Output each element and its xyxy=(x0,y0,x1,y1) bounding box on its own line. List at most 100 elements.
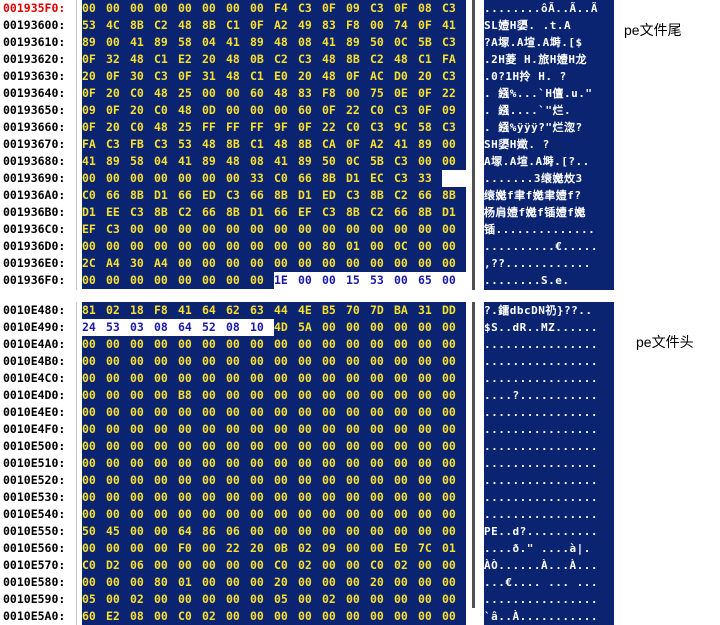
hex-byte[interactable]: 00 xyxy=(274,255,298,272)
hex-byte[interactable]: 00 xyxy=(346,319,370,336)
hex-byte[interactable]: C3 xyxy=(442,68,466,85)
hex-byte[interactable]: C3 xyxy=(298,51,322,68)
hex-byte[interactable]: 00 xyxy=(250,221,274,238)
hex-row[interactable]: 00 00 00 00 00 00 00 00 00 00 00 00 00 00 00 00 xyxy=(82,455,466,472)
hex-byte[interactable]: 00 xyxy=(202,540,226,557)
hex-byte[interactable]: 00 xyxy=(226,591,250,608)
hex-byte[interactable]: 48 xyxy=(274,85,298,102)
hex-byte[interactable]: 7C xyxy=(418,540,442,557)
hex-byte[interactable]: 00 xyxy=(298,353,322,370)
hex-byte[interactable]: 00 xyxy=(202,353,226,370)
hex-row[interactable]: D1 EE C3 8B C2 66 8B D1 66 EF C3 8B C2 66 8B D1 xyxy=(82,204,466,221)
hex-byte[interactable]: D1 xyxy=(154,187,178,204)
hex-byte[interactable]: 7D xyxy=(370,302,394,319)
hex-byte[interactable]: 45 xyxy=(106,523,130,540)
hex-byte[interactable]: C0 xyxy=(154,102,178,119)
hex-byte[interactable]: FA xyxy=(442,51,466,68)
hex-byte[interactable]: 8B xyxy=(154,204,178,221)
hex-byte[interactable]: 00 xyxy=(226,455,250,472)
hex-byte[interactable]: 00 xyxy=(130,370,154,387)
hex-byte[interactable]: 48 xyxy=(226,68,250,85)
hex-byte[interactable]: 02 xyxy=(202,608,226,625)
hex-byte[interactable]: 0F xyxy=(418,102,442,119)
hex-byte[interactable]: 8B xyxy=(130,187,154,204)
hex-byte[interactable]: 00 xyxy=(82,370,106,387)
hex-byte[interactable]: 00 xyxy=(82,387,106,404)
hex-byte[interactable]: 00 xyxy=(154,221,178,238)
hex-byte[interactable]: 00 xyxy=(370,591,394,608)
hex-byte[interactable]: 83 xyxy=(322,17,346,34)
hex-byte[interactable]: 00 xyxy=(250,272,274,289)
hex-byte[interactable]: 00 xyxy=(274,608,298,625)
hex-byte[interactable]: 05 xyxy=(274,591,298,608)
ascii-row[interactable]: ....ð." ....à|. xyxy=(484,540,614,557)
hex-byte[interactable]: 00 xyxy=(442,238,466,255)
ascii-row[interactable]: .......3缞嬔炇3 xyxy=(484,170,614,187)
hex-byte[interactable]: 00 xyxy=(154,489,178,506)
hex-byte[interactable]: 00 xyxy=(418,608,442,625)
hex-byte[interactable]: 00 xyxy=(322,506,346,523)
hex-byte[interactable]: 00 xyxy=(106,591,130,608)
hex-byte[interactable]: 89 xyxy=(250,34,274,51)
hex-byte[interactable]: 80 xyxy=(154,574,178,591)
hex-byte[interactable]: 00 xyxy=(82,438,106,455)
hex-byte[interactable]: 00 xyxy=(130,336,154,353)
hex-byte[interactable]: F8 xyxy=(154,302,178,319)
hex-byte[interactable]: 00 xyxy=(346,221,370,238)
hex-byte[interactable]: 00 xyxy=(274,438,298,455)
hex-byte[interactable]: 00 xyxy=(130,540,154,557)
hex-byte[interactable]: 00 xyxy=(418,336,442,353)
hex-byte[interactable]: 00 xyxy=(106,272,130,289)
hex-byte[interactable]: 48 xyxy=(154,119,178,136)
hex-byte[interactable]: 00 xyxy=(322,319,346,336)
ascii-row[interactable]: ................ xyxy=(484,472,614,489)
hex-byte-column[interactable]: 81 02 18 F8 41 64 62 63 44 4E B5 70 7D BA 31 DD 24 53 03 08… xyxy=(82,302,466,625)
hex-byte[interactable]: 00 xyxy=(274,387,298,404)
hex-byte[interactable]: 8B xyxy=(322,170,346,187)
hex-byte[interactable]: 00 xyxy=(346,574,370,591)
hex-byte[interactable]: 00 xyxy=(226,85,250,102)
hex-byte[interactable]: 00 xyxy=(202,238,226,255)
hex-byte[interactable]: 20 xyxy=(370,574,394,591)
hex-byte[interactable]: 00 xyxy=(226,608,250,625)
hex-byte[interactable]: 65 xyxy=(418,272,442,289)
hex-byte[interactable]: 00 xyxy=(154,170,178,187)
hex-byte[interactable]: 44 xyxy=(274,302,298,319)
hex-byte[interactable]: C3 xyxy=(394,170,418,187)
hex-byte[interactable]: 00 xyxy=(154,523,178,540)
hex-byte[interactable]: C0 xyxy=(82,557,106,574)
hex-byte[interactable]: 22 xyxy=(346,102,370,119)
hex-byte[interactable]: E0 xyxy=(274,68,298,85)
hex-byte[interactable]: 00 xyxy=(178,506,202,523)
hex-byte[interactable]: 00 xyxy=(322,574,346,591)
hex-byte[interactable]: 00 xyxy=(322,387,346,404)
hex-byte[interactable]: 15 xyxy=(346,272,370,289)
ascii-row[interactable]: PE..d?.......... xyxy=(484,523,614,540)
hex-byte[interactable]: 5B xyxy=(418,34,442,51)
hex-byte[interactable]: 48 xyxy=(274,34,298,51)
hex-byte[interactable]: 00 xyxy=(370,455,394,472)
hex-byte[interactable]: 66 xyxy=(178,187,202,204)
hex-byte[interactable]: EC xyxy=(370,170,394,187)
hex-byte[interactable]: 00 xyxy=(298,574,322,591)
hex-row[interactable]: 2C A4 30 A4 00 00 00 00 00 00 00 00 00 00 00 00 xyxy=(82,255,466,272)
hex-byte[interactable]: 00 xyxy=(298,489,322,506)
hex-byte[interactable]: 00 xyxy=(418,353,442,370)
hex-byte[interactable]: 00 xyxy=(250,557,274,574)
hex-byte[interactable]: 00 xyxy=(346,540,370,557)
hex-byte[interactable]: D1 xyxy=(250,204,274,221)
hex-byte[interactable]: C3 xyxy=(370,119,394,136)
hex-byte[interactable]: 05 xyxy=(82,591,106,608)
hex-byte[interactable]: 00 xyxy=(226,221,250,238)
ascii-column[interactable]: ........ôÃ..Ã..Ã SL嬄H嬃. .t.A ?A塜.A塇.A塒.[$.… xyxy=(484,0,614,306)
hex-byte[interactable]: 00 xyxy=(202,574,226,591)
hex-byte[interactable]: 20 xyxy=(82,68,106,85)
hex-byte[interactable]: 00 xyxy=(106,438,130,455)
hex-byte[interactable]: 00 xyxy=(370,238,394,255)
hex-row[interactable]: EF C3 00 00 00 00 00 00 00 00 00 00 00 00 00 00 xyxy=(82,221,466,238)
hex-byte[interactable]: 31 xyxy=(418,302,442,319)
hex-byte[interactable]: E2 xyxy=(106,608,130,625)
hex-row[interactable]: 00 00 00 00 00 00 00 00 00 00 00 00 00 00 00 00 xyxy=(82,353,466,370)
hex-byte[interactable]: 00 xyxy=(154,608,178,625)
hex-row[interactable]: 00 00 00 00 00 00 00 00 1E 00 00 15 53 00 65 00 xyxy=(82,272,466,289)
